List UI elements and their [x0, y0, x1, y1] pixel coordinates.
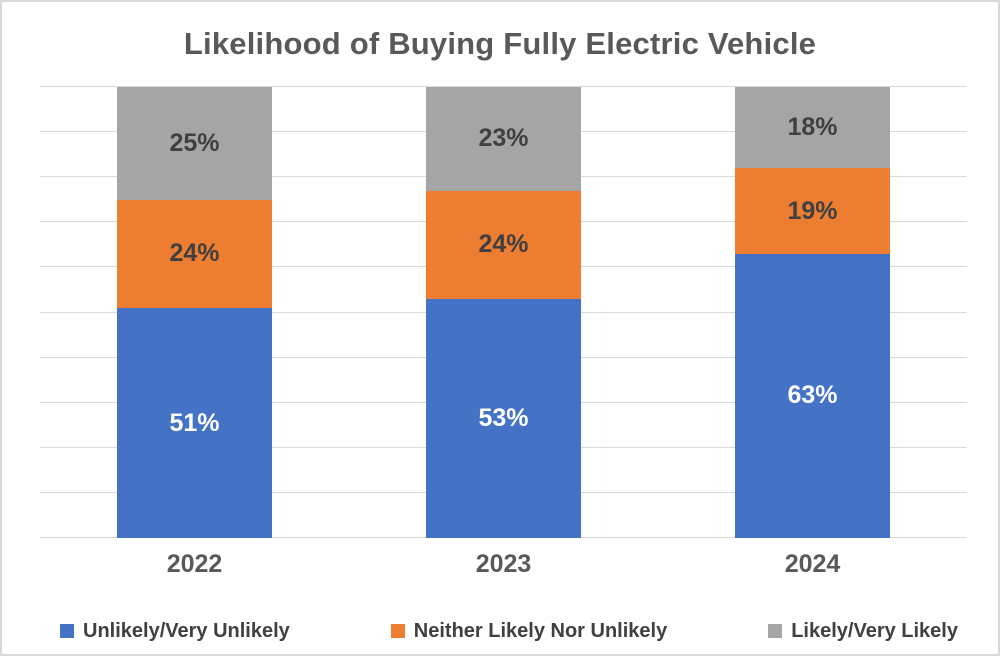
bar-segment: 23%	[426, 87, 581, 191]
bar-data-label: 53%	[478, 403, 529, 432]
bar-segment: 18%	[735, 87, 890, 169]
legend-label: Likely/Very Likely	[791, 619, 958, 642]
bar-data-label: 25%	[169, 128, 220, 157]
bar-data-label: 63%	[787, 381, 838, 410]
bar-data-label: 24%	[478, 230, 529, 259]
bar-data-label: 19%	[787, 196, 838, 225]
bar-segment: 24%	[117, 199, 272, 308]
legend-marker	[390, 624, 405, 638]
x-axis: 2022 2023 2024	[40, 550, 967, 579]
bar-segment: 51%	[117, 308, 272, 538]
x-axis-label: 2022	[166, 550, 223, 578]
legend-label: Unlikely/Very Unlikely	[83, 619, 290, 642]
bar-columns: 51% 24% 25% 53% 24% 23% 63% 19% 18%	[40, 87, 967, 538]
legend: Unlikely/Very Unlikely Neither Likely Nor…	[60, 615, 958, 647]
chart-title: Likelihood of Buying Fully Electric Vehi…	[183, 26, 817, 61]
bar-column: 63% 19% 18%	[735, 87, 890, 538]
bar-data-label: 18%	[787, 113, 838, 142]
bar-segment: 25%	[117, 87, 272, 200]
legend-marker	[768, 624, 783, 638]
bar-data-label: 51%	[169, 408, 220, 437]
bar-segment: 24%	[426, 190, 581, 299]
legend-item: Likely/Very Likely	[768, 620, 958, 643]
x-axis-label: 2024	[784, 550, 841, 578]
gridline	[40, 86, 967, 87]
legend-marker	[60, 624, 74, 638]
bar-column: 51% 24% 25%	[117, 87, 272, 538]
bar-data-label: 23%	[478, 124, 529, 153]
legend-label: Neither Likely Nor Unlikely	[413, 619, 668, 642]
bar-segment: 53%	[426, 298, 581, 538]
bar-segment: 19%	[735, 168, 890, 254]
legend-item: Neither Likely Nor Unlikely	[390, 619, 668, 643]
bar-data-label: 24%	[169, 239, 220, 268]
bar-column: 53% 24% 23%	[426, 87, 581, 538]
x-axis-label: 2023	[475, 550, 532, 578]
plot-area: 51% 24% 25% 53% 24% 23% 63% 19% 18%	[40, 86, 967, 538]
bar-segment: 63%	[735, 253, 890, 538]
legend-item: Unlikely/Very Unlikely	[60, 620, 290, 643]
